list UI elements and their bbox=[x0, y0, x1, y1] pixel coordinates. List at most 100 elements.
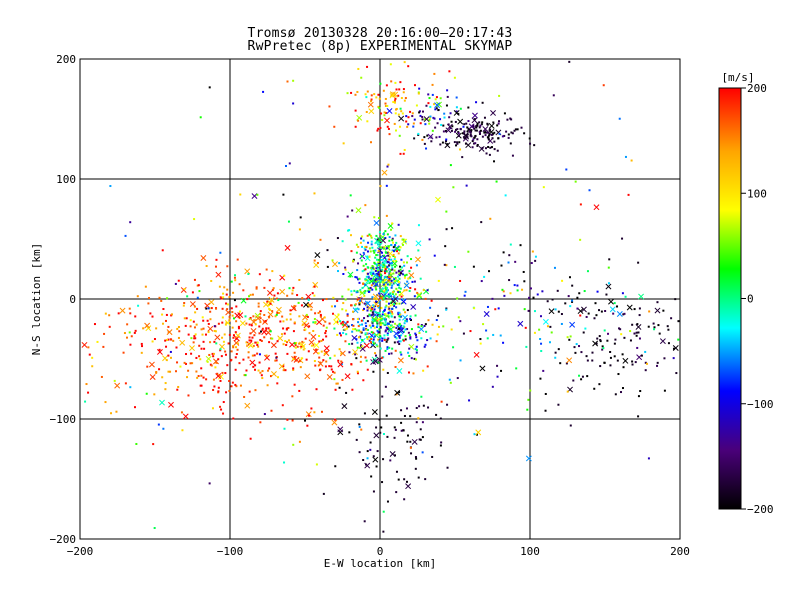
data-point bbox=[393, 295, 396, 298]
data-point bbox=[387, 293, 390, 296]
data-point-cross bbox=[189, 345, 195, 352]
data-point bbox=[388, 262, 391, 265]
data-point-cross bbox=[271, 370, 277, 377]
data-point bbox=[312, 321, 315, 324]
data-point bbox=[383, 338, 386, 341]
data-point bbox=[403, 289, 406, 292]
data-point bbox=[333, 371, 336, 374]
data-point bbox=[259, 321, 262, 324]
data-point bbox=[322, 492, 325, 495]
data-point bbox=[276, 292, 279, 295]
data-point bbox=[400, 409, 403, 412]
data-point bbox=[177, 385, 180, 388]
data-point bbox=[382, 510, 385, 513]
data-point bbox=[468, 399, 471, 402]
data-point-cross bbox=[408, 272, 415, 279]
data-point bbox=[344, 266, 347, 269]
data-point bbox=[235, 353, 238, 356]
data-point bbox=[384, 97, 387, 100]
data-point bbox=[232, 417, 235, 420]
data-point bbox=[392, 250, 395, 253]
data-point-cross bbox=[314, 252, 321, 259]
data-point bbox=[390, 264, 393, 267]
data-point bbox=[176, 361, 179, 364]
data-point-cross bbox=[397, 357, 404, 364]
data-point bbox=[434, 126, 437, 129]
data-point bbox=[225, 391, 228, 394]
data-point bbox=[514, 128, 517, 131]
data-point bbox=[336, 333, 339, 336]
data-point bbox=[362, 379, 365, 382]
data-point bbox=[595, 314, 598, 317]
data-point bbox=[377, 292, 380, 295]
data-point bbox=[340, 334, 343, 337]
data-point bbox=[259, 310, 262, 313]
data-point bbox=[314, 312, 317, 315]
data-point bbox=[383, 323, 386, 326]
data-point bbox=[384, 270, 387, 273]
data-point bbox=[383, 308, 386, 311]
data-point bbox=[360, 237, 363, 240]
colorbar-unit-label: [m/s] bbox=[721, 71, 754, 84]
data-point bbox=[463, 132, 466, 135]
data-point bbox=[404, 328, 407, 331]
data-point-cross bbox=[609, 306, 616, 313]
data-point bbox=[433, 117, 436, 120]
data-point bbox=[429, 105, 432, 108]
data-point bbox=[484, 130, 487, 133]
data-point bbox=[278, 311, 281, 314]
data-point bbox=[248, 323, 251, 326]
data-point bbox=[443, 112, 446, 115]
data-point bbox=[158, 348, 161, 351]
data-point bbox=[433, 72, 436, 75]
data-point bbox=[459, 279, 462, 282]
data-point bbox=[677, 320, 680, 323]
data-point bbox=[270, 409, 273, 412]
data-point bbox=[624, 295, 627, 298]
data-point bbox=[265, 354, 268, 357]
data-point bbox=[351, 209, 354, 212]
data-point bbox=[374, 280, 377, 283]
data-point bbox=[256, 352, 259, 355]
data-point bbox=[347, 288, 350, 291]
data-point bbox=[358, 297, 361, 300]
data-point bbox=[429, 116, 432, 119]
data-point bbox=[384, 230, 387, 233]
data-point bbox=[345, 333, 348, 336]
data-point bbox=[249, 437, 252, 440]
data-point bbox=[419, 428, 422, 431]
data-point bbox=[386, 338, 389, 341]
data-point bbox=[206, 360, 209, 363]
data-point bbox=[472, 265, 475, 268]
data-point bbox=[385, 214, 388, 217]
data-point bbox=[366, 450, 369, 453]
data-point bbox=[383, 266, 386, 269]
data-point bbox=[165, 313, 168, 316]
data-point bbox=[286, 80, 289, 83]
data-point bbox=[421, 421, 424, 424]
data-point bbox=[226, 265, 229, 268]
data-point bbox=[408, 289, 411, 292]
data-point bbox=[354, 276, 357, 279]
data-point bbox=[383, 309, 386, 312]
data-point bbox=[203, 391, 206, 394]
data-point bbox=[334, 305, 337, 308]
data-point bbox=[381, 339, 384, 342]
data-point bbox=[220, 355, 223, 358]
data-point bbox=[322, 299, 325, 302]
data-point bbox=[406, 328, 409, 331]
data-point bbox=[403, 322, 406, 325]
data-point bbox=[194, 333, 197, 336]
data-point bbox=[245, 369, 248, 372]
data-point bbox=[607, 282, 610, 285]
data-point bbox=[554, 356, 557, 359]
data-point-cross bbox=[373, 219, 380, 226]
data-point bbox=[417, 323, 420, 326]
data-point bbox=[417, 133, 420, 136]
data-point bbox=[247, 351, 250, 354]
data-point bbox=[375, 300, 378, 303]
data-point bbox=[348, 351, 351, 354]
data-point bbox=[357, 336, 360, 339]
data-point bbox=[239, 384, 242, 387]
data-point bbox=[152, 443, 155, 446]
